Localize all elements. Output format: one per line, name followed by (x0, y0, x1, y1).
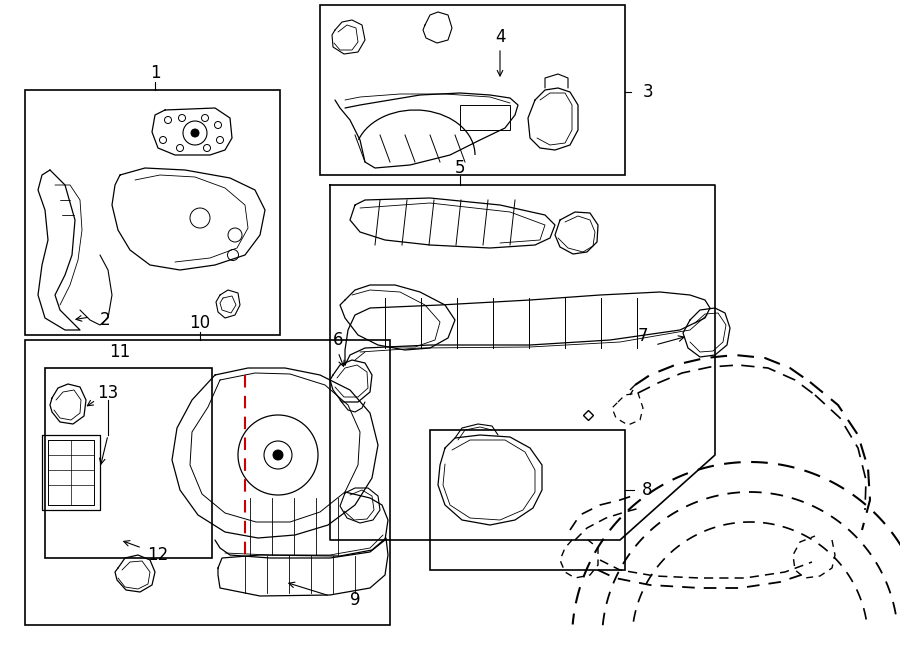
Text: 4: 4 (495, 28, 505, 46)
Text: 13: 13 (97, 384, 119, 402)
Text: 12: 12 (148, 546, 168, 564)
Text: 7: 7 (638, 327, 648, 345)
Text: 9: 9 (350, 591, 360, 609)
Text: 5: 5 (454, 159, 465, 177)
Bar (45, 368, 212, 558)
Bar (460, 105, 510, 130)
Text: 6: 6 (333, 331, 343, 349)
Circle shape (273, 450, 283, 460)
Text: 1: 1 (149, 64, 160, 82)
Bar (320, 5, 625, 175)
Bar (25, 340, 390, 625)
Text: 8: 8 (642, 481, 652, 499)
Bar (430, 430, 625, 570)
Circle shape (191, 129, 199, 137)
Text: 3: 3 (643, 83, 653, 101)
Text: 2: 2 (100, 311, 111, 329)
Text: 11: 11 (110, 343, 130, 361)
Text: 10: 10 (189, 314, 211, 332)
Bar (25, 90, 280, 335)
